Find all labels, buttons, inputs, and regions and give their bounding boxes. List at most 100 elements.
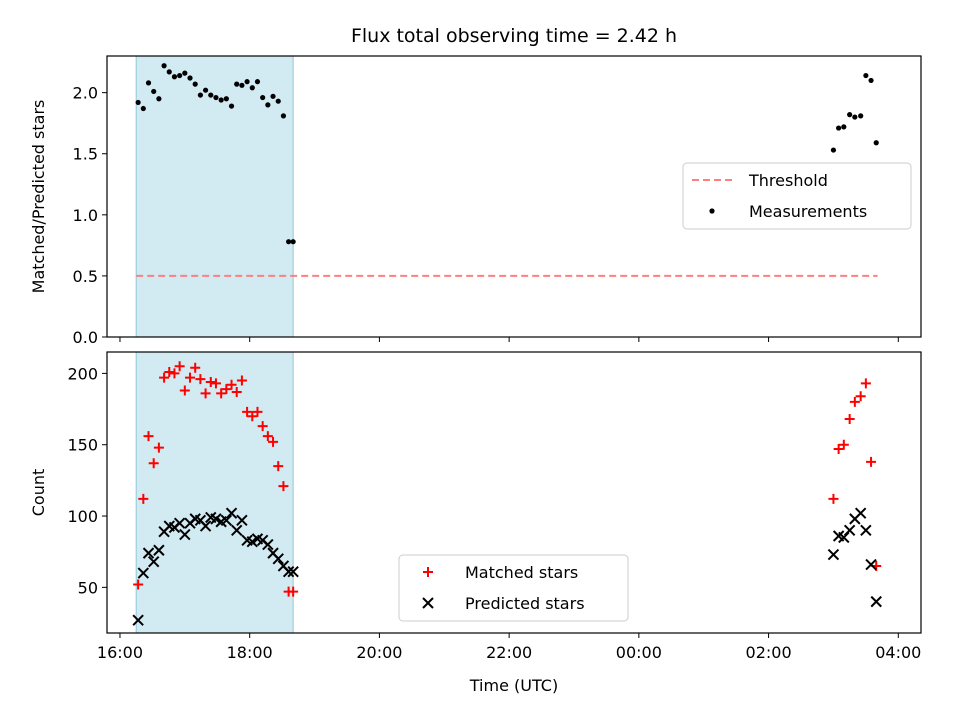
series-matched-stars [133, 361, 882, 597]
data-point [226, 379, 237, 390]
data-point [187, 75, 193, 81]
data-point [275, 98, 281, 104]
data-point [865, 558, 877, 571]
data-point [218, 97, 224, 103]
data-point [268, 436, 279, 447]
data-point [841, 124, 847, 130]
data-point [182, 70, 188, 76]
data-point [836, 125, 842, 131]
legend: Matched stars Predicted stars [398, 554, 629, 622]
data-point [138, 493, 149, 504]
data-point [866, 456, 877, 467]
data-point [852, 114, 858, 120]
legend-marker [709, 208, 715, 214]
data-point [272, 553, 284, 565]
x-axis-label: Time (UTC) [469, 676, 558, 695]
x-tick-label: 16:00 [97, 643, 143, 662]
legend-box [398, 554, 629, 622]
data-point [282, 565, 295, 578]
data-point [234, 81, 240, 87]
data-point [185, 372, 196, 383]
data-point [236, 514, 248, 527]
count-panel: 50 100 150 200 16:00 18:00 20:00 22:00 00:00 02:0… [29, 351, 922, 695]
legend-marker [422, 597, 434, 609]
data-point [228, 103, 235, 109]
data-point [265, 102, 271, 108]
data-point [179, 385, 190, 396]
data-point [174, 361, 185, 372]
data-point [254, 79, 261, 85]
data-point [838, 439, 849, 450]
data-point [828, 493, 839, 504]
x-tick-label: 20:00 [356, 643, 402, 662]
data-point [159, 372, 170, 383]
y-tick-label: 0.5 [73, 267, 98, 286]
data-point [273, 461, 284, 472]
legend-box [682, 162, 912, 230]
data-point [225, 507, 238, 519]
y-axis-label: Count [29, 469, 48, 517]
legend: Threshold Measurements [682, 162, 912, 230]
y-tick-label: 1.0 [73, 206, 98, 225]
data-point [833, 443, 844, 454]
data-point [247, 411, 258, 422]
y-tick-label: 150 [67, 436, 98, 455]
y-tick-label: 100 [67, 507, 98, 526]
y-tick-label: 200 [67, 364, 98, 383]
data-point [860, 378, 871, 389]
y-tick-label: 2.0 [73, 84, 98, 103]
data-point [205, 376, 216, 387]
data-point [286, 239, 292, 245]
data-point [827, 548, 840, 561]
data-point [213, 94, 219, 101]
data-point [200, 388, 211, 399]
data-point [231, 524, 243, 537]
data-point [220, 514, 233, 527]
data-point [231, 386, 242, 397]
data-point [216, 388, 227, 399]
series-measurements [135, 63, 879, 245]
x-tick-label: 22:00 [486, 643, 532, 662]
axes-frame [106, 55, 922, 338]
data-point [849, 396, 860, 407]
data-point [278, 481, 289, 492]
x-tick-label: 00:00 [616, 643, 662, 662]
data-point [252, 406, 263, 417]
data-point [847, 112, 853, 118]
data-point [166, 69, 172, 75]
y-axis-label: Matched/Predicted stars [29, 100, 48, 294]
data-point [132, 614, 144, 626]
data-point [221, 384, 232, 395]
data-point [156, 96, 162, 102]
data-point [287, 565, 299, 578]
data-point [873, 140, 879, 146]
data-point [236, 375, 247, 386]
data-point [242, 406, 253, 417]
data-point [280, 113, 287, 119]
data-point [262, 431, 273, 442]
data-point [260, 94, 266, 101]
data-point [239, 82, 245, 88]
data-point [244, 79, 250, 85]
data-point [288, 586, 299, 597]
legend-label: Threshold [748, 171, 828, 190]
data-point [202, 87, 209, 93]
legend-label: Matched stars [465, 563, 578, 582]
legend-label: Measurements [749, 202, 867, 221]
data-point [223, 96, 229, 102]
data-point [863, 72, 869, 79]
y-tick-label: 0.0 [73, 328, 98, 347]
data-point [262, 538, 274, 551]
data-point [153, 442, 164, 453]
data-point [147, 555, 160, 568]
chart-title: Flux total observing time = 2.42 h [351, 25, 677, 47]
data-point [142, 547, 155, 559]
data-point [270, 93, 276, 99]
x-tick-label: 04:00 [875, 643, 921, 662]
data-point [195, 374, 206, 385]
ratio-panel: 0.0 0.5 1.0 1.5 2.0 Matched/Predicted stars Th… [29, 55, 922, 347]
data-point [133, 579, 144, 590]
data-point [173, 517, 186, 529]
data-point [145, 80, 152, 86]
data-point [854, 507, 867, 519]
